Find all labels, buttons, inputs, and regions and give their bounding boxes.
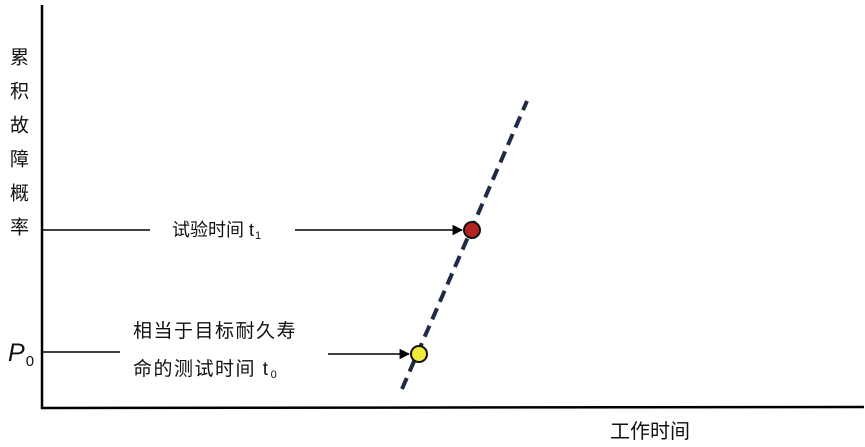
test-time-subscript: 1 <box>255 230 262 242</box>
target-time-label-line1: 相当于目标耐久寿 <box>133 321 298 342</box>
target-time-subscript: 0 <box>270 369 279 381</box>
y-axis-label: 累积故障概率 <box>7 47 28 251</box>
test-time-label: 试验时间 t1 <box>172 220 262 242</box>
p0-subscript: 0 <box>25 353 35 370</box>
x-axis <box>40 405 865 410</box>
p0-label: P0 <box>8 339 34 370</box>
target-time-text: 命的测试时间 t <box>133 359 270 380</box>
target-point <box>410 345 428 363</box>
fit-line <box>400 100 529 390</box>
p0-main: P <box>8 339 25 367</box>
test-time-text: 试验时间 t <box>172 220 255 240</box>
x-axis-label: 工作时间 <box>610 421 690 443</box>
test-point <box>463 221 481 239</box>
target-time-label-line2: 命的测试时间 t0 <box>133 359 279 381</box>
